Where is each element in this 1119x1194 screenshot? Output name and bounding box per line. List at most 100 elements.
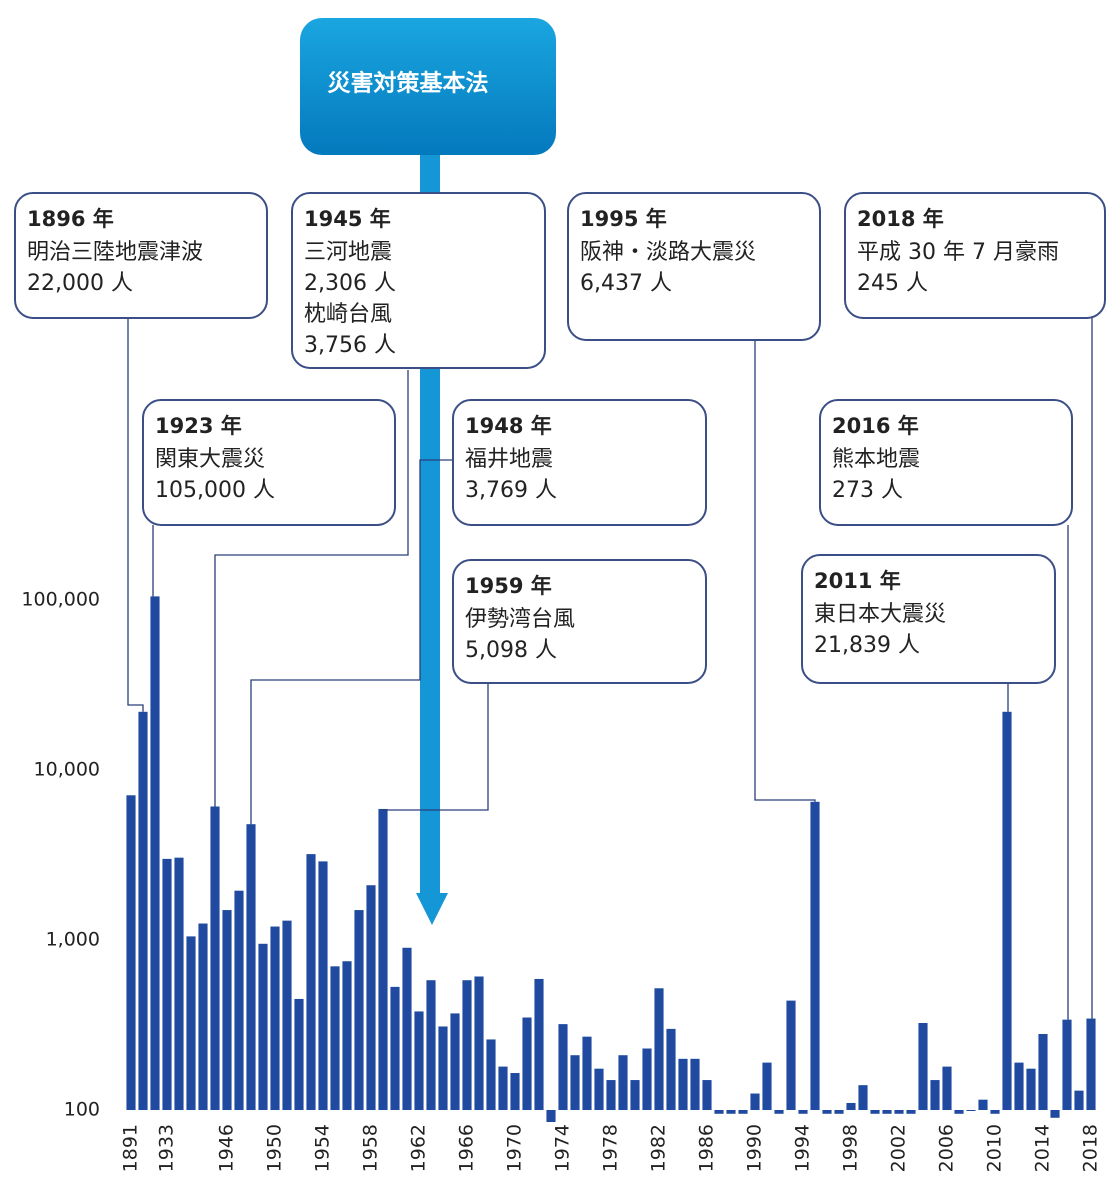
bar (138, 711, 148, 1110)
x-tick-label: 1954 (312, 1124, 334, 1172)
bar (294, 998, 304, 1110)
bar (882, 1110, 892, 1114)
annotation-title: 2011 年 (814, 569, 901, 593)
bar (1062, 1019, 1072, 1110)
bar (426, 980, 436, 1110)
annotation-line: 関東大震災 (155, 447, 265, 472)
x-tick-label: 1950 (264, 1124, 286, 1172)
x-tick-label: 2002 (888, 1124, 910, 1172)
bar (162, 858, 172, 1110)
bar (330, 966, 340, 1110)
x-tick-label: 1962 (408, 1124, 430, 1172)
bar (618, 1055, 628, 1110)
annotation-title: 1959 年 (465, 574, 552, 598)
bar (570, 1055, 580, 1110)
bar (834, 1110, 844, 1114)
bar (822, 1110, 832, 1114)
annotation-line: 21,839 人 (814, 633, 920, 658)
bar (174, 857, 184, 1110)
annotation-line: 3,756 人 (304, 333, 396, 358)
leader-line (754, 340, 816, 802)
bar (390, 986, 400, 1110)
annotation-line: 6,437 人 (580, 271, 672, 296)
leader-line (382, 683, 489, 811)
bar (222, 910, 232, 1110)
x-tick-label: 2018 (1080, 1124, 1102, 1172)
bar (414, 1011, 424, 1110)
bar (642, 1048, 652, 1110)
bar (534, 978, 544, 1110)
annotation-title: 2016 年 (832, 414, 919, 438)
bar (474, 976, 484, 1110)
annotation-line: 枕崎台風 (304, 302, 392, 327)
annotation-line: 三河地震 (304, 240, 392, 265)
annotation-line: 平成 30 年 7 月豪雨 (857, 240, 1059, 265)
x-tick-label: 1994 (792, 1124, 814, 1172)
x-tick-label: 1990 (744, 1124, 766, 1172)
x-tick-label: 1974 (552, 1124, 574, 1172)
bar (1086, 1018, 1096, 1110)
bar (234, 890, 244, 1110)
bar (738, 1110, 748, 1114)
bar (342, 961, 352, 1110)
bar (906, 1110, 916, 1114)
bar (318, 861, 328, 1110)
callout-arrowhead (416, 893, 448, 925)
x-tick-label: 1966 (456, 1124, 478, 1172)
leader-line (250, 459, 453, 825)
annotation-line: 22,000 人 (27, 271, 133, 296)
bar (714, 1110, 724, 1114)
bar (630, 1080, 640, 1110)
x-tick-label: 1891 (120, 1124, 142, 1172)
annotation-title: 1923 年 (155, 414, 242, 438)
annotation-title: 1896 年 (27, 207, 114, 231)
annotation-box (567, 192, 821, 341)
annotation-line: 105,000 人 (155, 478, 275, 503)
annotation-box (819, 399, 1073, 526)
bar (678, 1058, 688, 1110)
bar (894, 1110, 904, 1114)
bar (690, 1058, 700, 1110)
annotation-line: 福井地震 (465, 447, 553, 472)
annotation-box (142, 399, 396, 526)
bar (954, 1110, 964, 1114)
x-tick-label: 2010 (984, 1124, 1006, 1172)
bar (858, 1085, 868, 1110)
y-tick-label: 100 (64, 1099, 100, 1121)
annotation-line: 245 人 (857, 271, 928, 296)
bar (498, 1066, 508, 1110)
bar (522, 1017, 532, 1110)
bar (510, 1073, 520, 1110)
bar (582, 1036, 592, 1110)
annotation-line: 明治三陸地震津波 (27, 240, 203, 265)
leader-line (127, 318, 144, 712)
bar (1026, 1068, 1036, 1110)
annotation-title: 1948 年 (465, 414, 552, 438)
bar (438, 1026, 448, 1110)
annotation-line: 2,306 人 (304, 271, 396, 296)
callout-box (300, 18, 556, 155)
bar (126, 795, 136, 1110)
annotation-line: 伊勢湾台風 (465, 607, 575, 632)
annotation-title: 1945 年 (304, 207, 391, 231)
bar (1050, 1110, 1060, 1118)
x-tick-label: 1998 (840, 1124, 862, 1172)
x-tick-label: 1986 (696, 1124, 718, 1172)
bar (654, 988, 664, 1110)
bar (486, 1039, 496, 1110)
bar (546, 1110, 556, 1122)
annotation-line: 5,098 人 (465, 638, 557, 663)
x-tick-label: 1970 (504, 1124, 526, 1172)
bar (1002, 711, 1012, 1110)
bar (558, 1024, 568, 1110)
bar (762, 1062, 772, 1110)
bar (210, 806, 220, 1110)
bar (726, 1110, 736, 1114)
x-tick-label: 1978 (600, 1124, 622, 1172)
x-tick-label: 2014 (1032, 1124, 1054, 1172)
bar (990, 1110, 1000, 1114)
annotation-box (452, 559, 707, 684)
annotation-line: 3,769 人 (465, 478, 557, 503)
annotation-box (14, 192, 268, 319)
